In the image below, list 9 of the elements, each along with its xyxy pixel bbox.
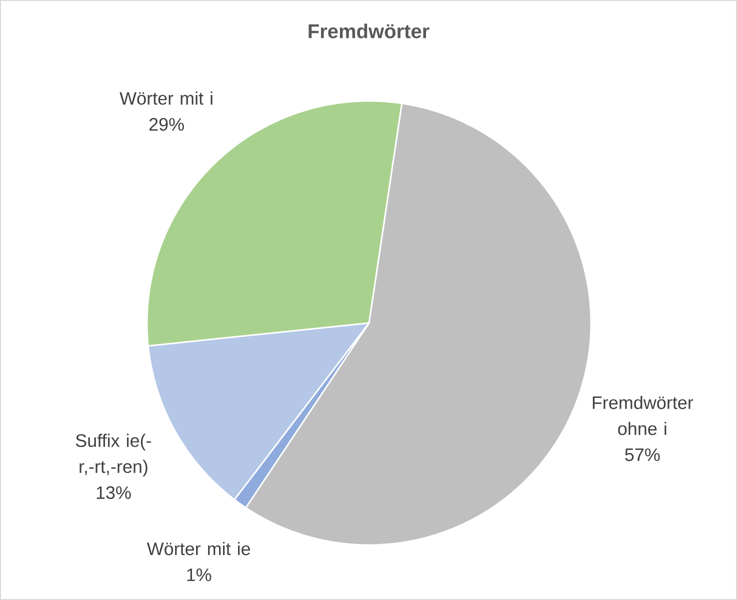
- data-label: 1%: [187, 568, 212, 582]
- slice-label: Fremdwörter ohne i: [592, 396, 694, 436]
- slice-label: Suffix ie(-r,-rt,-ren): [76, 434, 151, 477]
- slice-label: Wörter mit i: [120, 92, 212, 105]
- data-label: 29%: [149, 118, 184, 131]
- data-label: 57%: [625, 448, 660, 462]
- chart-title: Fremdwörter: [308, 24, 430, 38]
- slice-label: Wörter mit ie: [146, 542, 250, 556]
- data-label: 13%: [96, 486, 131, 500]
